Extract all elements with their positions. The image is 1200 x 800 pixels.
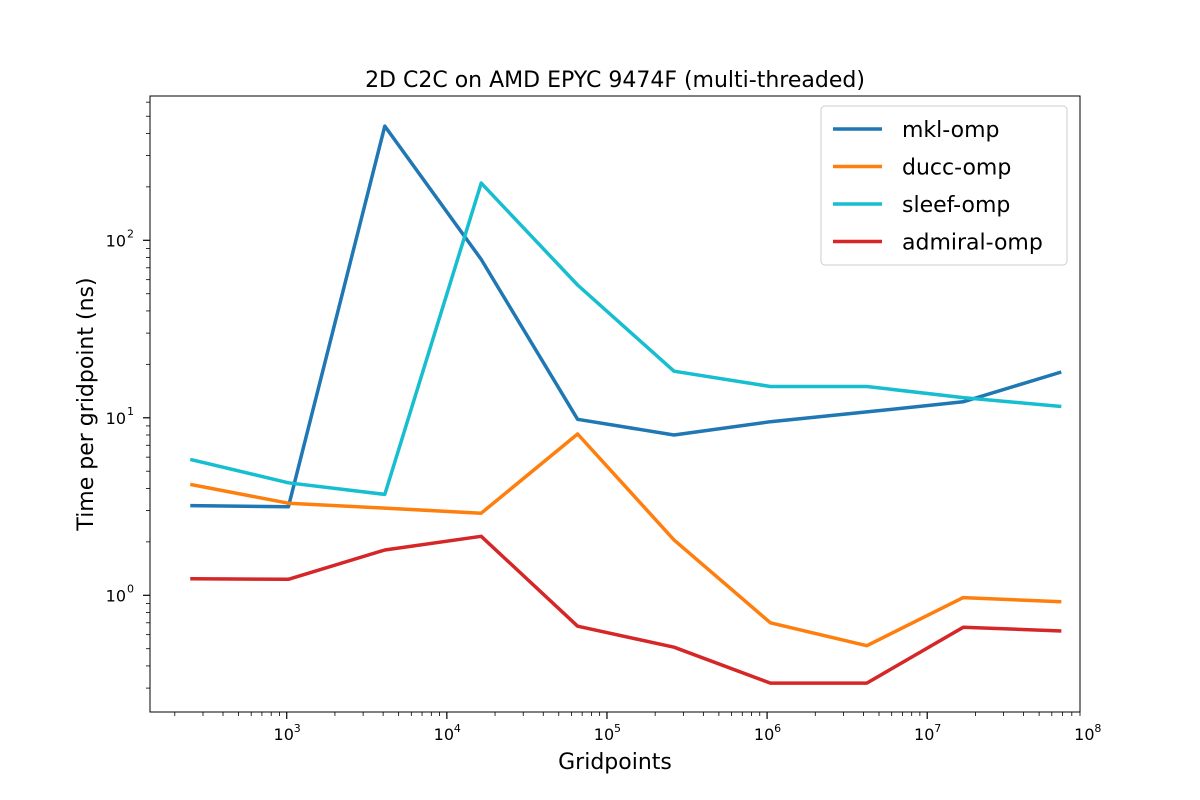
legend-label: mkl-omp xyxy=(902,118,1000,143)
x-tick-exponent: 6 xyxy=(774,722,781,735)
y-tick-exponent: 0 xyxy=(127,582,134,595)
x-tick-label: 10 6 xyxy=(754,722,781,744)
y-tick-label: 10 0 xyxy=(106,582,134,605)
series-line-ducc-omp xyxy=(189,432,1062,648)
x-axis-label: Gridpoints xyxy=(558,750,672,775)
y-tick-base: 10 xyxy=(106,231,126,250)
y-tick-label: 10 2 xyxy=(106,227,134,250)
legend: mkl-omp ducc-omp sleef-omp admiral-omp xyxy=(820,105,1068,266)
x-tick-base: 10 xyxy=(914,725,934,744)
series-line-sleef-omp xyxy=(189,181,1062,497)
x-tick-label: 10 8 xyxy=(1074,722,1101,744)
series-line-admiral-omp xyxy=(190,534,1062,685)
x-tick-exponent: 3 xyxy=(294,722,301,735)
x-tick-base: 10 xyxy=(434,725,454,744)
x-tick-base: 10 xyxy=(274,725,294,744)
y-axis-label: Time per gridpoint (ns) xyxy=(74,277,99,531)
legend-label: admiral-omp xyxy=(902,231,1043,256)
x-tick-base: 10 xyxy=(594,725,614,744)
y-tick-base: 10 xyxy=(106,409,126,428)
legend-entry-ducc-omp: ducc-omp xyxy=(833,156,1011,181)
x-tick-exponent: 7 xyxy=(934,722,941,735)
legend-entry-mkl-omp: mkl-omp xyxy=(833,118,1000,143)
legend-box xyxy=(820,105,1068,266)
x-tick-label: 10 7 xyxy=(914,722,941,744)
y-tick-exponent: 2 xyxy=(127,227,134,240)
x-tick-label: 10 5 xyxy=(594,722,621,744)
chart-title: 2D C2C on AMD EPYC 9474F (multi-threaded… xyxy=(365,68,865,93)
legend-label: ducc-omp xyxy=(902,156,1011,181)
x-tick-label: 10 4 xyxy=(434,722,461,744)
x-tick-exponent: 5 xyxy=(614,722,621,735)
legend-entry-admiral-omp: admiral-omp xyxy=(833,231,1043,256)
x-tick-exponent: 4 xyxy=(454,722,461,735)
x-tick-base: 10 xyxy=(1074,725,1094,744)
y-tick-label: 10 1 xyxy=(106,405,134,428)
series-line-mkl-omp xyxy=(190,124,1062,509)
legend-items: mkl-omp ducc-omp sleef-omp admiral-omp xyxy=(833,118,1043,256)
x-axis-ticks: 10 3 10 4 10 5 10 6 10 7 10 8 xyxy=(174,712,1101,744)
x-tick-label: 10 3 xyxy=(274,722,301,744)
legend-label: sleef-omp xyxy=(902,193,1010,218)
y-tick-base: 10 xyxy=(106,586,126,605)
legend-entry-sleef-omp: sleef-omp xyxy=(833,193,1010,218)
plot-frame xyxy=(149,95,1081,713)
x-tick-base: 10 xyxy=(754,725,774,744)
series-layer xyxy=(189,124,1062,685)
x-tick-exponent: 8 xyxy=(1094,722,1101,735)
y-tick-exponent: 1 xyxy=(127,405,134,418)
